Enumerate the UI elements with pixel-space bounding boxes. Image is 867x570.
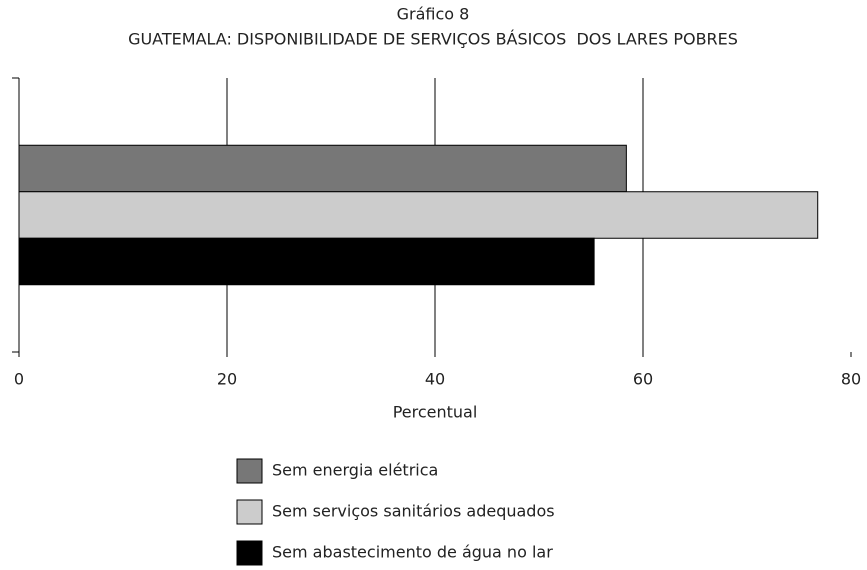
legend-label: Sem abastecimento de água no lar: [272, 543, 553, 562]
legend-label: Sem serviços sanitários adequados: [272, 502, 555, 521]
legend-label: Sem energia elétrica: [272, 461, 438, 480]
legend-swatch: [236, 458, 263, 484]
legend-swatch: [236, 499, 263, 525]
x-tick-label: 40: [425, 370, 445, 389]
chart-title: Gráfico 8: [397, 5, 470, 24]
chart-subtitle: GUATEMALA: DISPONIBILIDADE DE SERVIÇOS B…: [128, 30, 738, 49]
x-tick-label: 20: [217, 370, 237, 389]
bar: [18, 191, 819, 239]
bar: [18, 237, 595, 286]
x-tick-label: 60: [633, 370, 653, 389]
x-tick-label: 80: [841, 370, 861, 389]
x-tick-label: 0: [14, 370, 24, 389]
legend-swatch: [236, 540, 263, 566]
bar: [18, 144, 627, 193]
x-axis-label: Percentual: [393, 403, 478, 422]
